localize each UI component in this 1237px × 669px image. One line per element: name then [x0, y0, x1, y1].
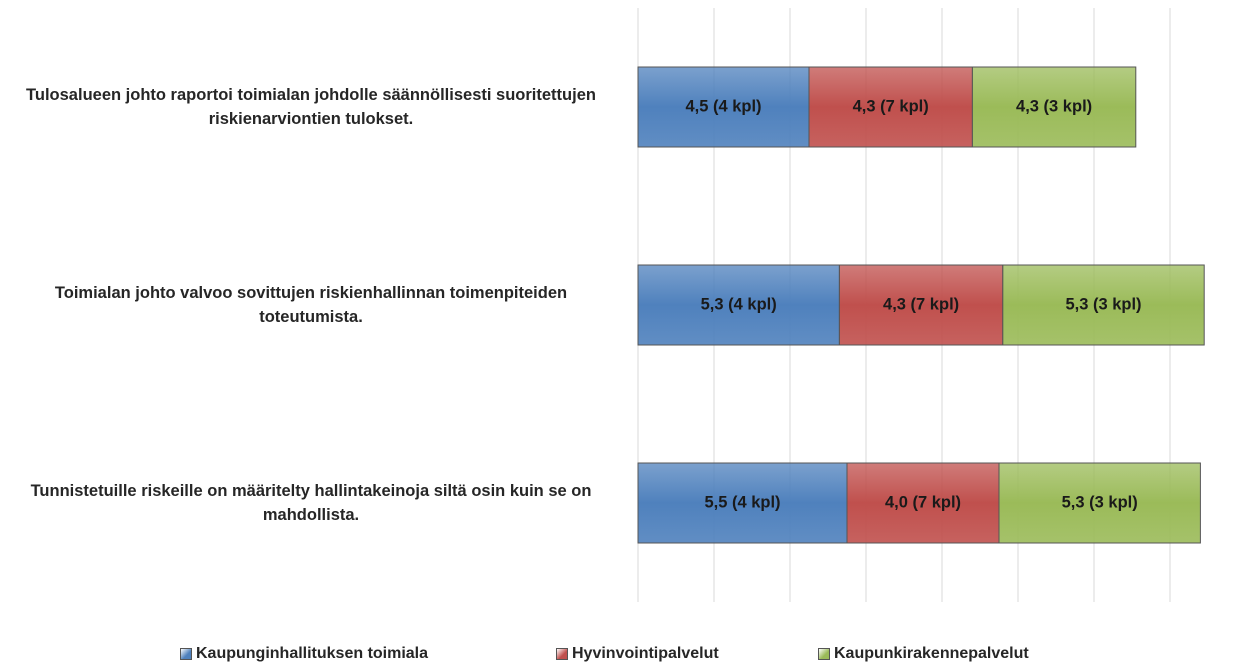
data-label: 5,5 (4 kpl): [704, 493, 780, 511]
legend-label: Kaupunginhallituksen toimiala: [196, 645, 429, 662]
data-label: 4,3 (7 kpl): [853, 97, 929, 115]
data-label: 4,3 (3 kpl): [1016, 97, 1092, 115]
category-label: Tunnistetuille riskeille on määritelty h…: [5, 463, 617, 543]
bar-segment: [637, 66, 810, 148]
legend-label: Hyvinvointipalvelut: [572, 645, 719, 662]
data-label: 5,3 (4 kpl): [701, 295, 777, 313]
data-label: 4,0 (7 kpl): [885, 493, 961, 511]
category-label: Toimialan johto valvoo sovittujen riskie…: [5, 265, 617, 345]
bar-segment: [637, 264, 840, 346]
category-label: Tulosalueen johto raportoi toimialan joh…: [5, 67, 617, 147]
legend-item: Hyvinvointipalvelut: [556, 645, 719, 663]
bar-segment: [998, 462, 1201, 544]
category-text: Tulosalueen johto raportoi toimialan joh…: [26, 86, 596, 128]
legend-label: Kaupunkirakennepalvelut: [834, 645, 1029, 662]
data-label: 5,3 (3 kpl): [1062, 493, 1138, 511]
bar-segment: [1002, 264, 1205, 346]
category-text: Toimialan johto valvoo sovittujen riskie…: [54, 284, 568, 326]
bar-segment: [846, 462, 1000, 544]
bar-segment: [838, 264, 1004, 346]
legend-swatch: [556, 648, 568, 660]
bar-segment: [637, 462, 848, 544]
legend-item: Kaupunkirakennepalvelut: [818, 645, 1029, 663]
data-label: 4,3 (7 kpl): [883, 295, 959, 313]
category-text: Tunnistetuille riskeille on määritelty h…: [30, 482, 592, 524]
legend-swatch: [180, 648, 192, 660]
legend-swatch: [818, 648, 830, 660]
bar-segment: [971, 66, 1137, 148]
legend-item: Kaupunginhallituksen toimiala: [180, 645, 428, 663]
data-label: 4,5 (4 kpl): [685, 97, 761, 115]
data-label: 5,3 (3 kpl): [1065, 295, 1141, 313]
